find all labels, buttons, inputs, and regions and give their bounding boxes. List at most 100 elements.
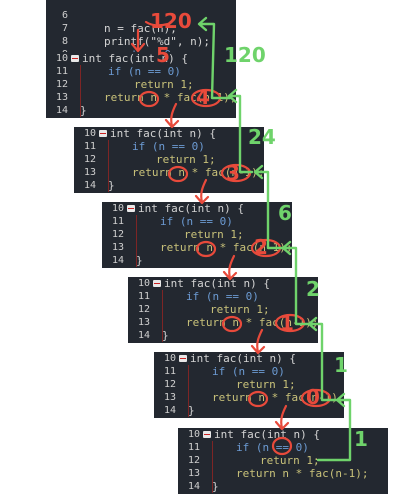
code-line: 7 printf("%d", n); [46,9,236,48]
code-line: 11 if (n == 0) [74,140,264,153]
code-text: } [80,104,87,117]
line-number: 14 [187,481,200,492]
code-line: 10 int fac(int n) { [74,127,264,140]
line-number: 14 [111,255,124,266]
fold-collapse-icon[interactable] [99,130,107,137]
code-line: 13 return n * fac(n-1); [74,166,265,179]
line-number: 12 [137,304,150,315]
fold-gutter-bar [136,215,137,267]
line-number: 10 [187,429,200,440]
line-number: 10 [83,128,96,139]
code-text: int fac(int n) { [214,428,320,441]
fold-collapse-icon[interactable] [153,280,161,287]
code-text: return 1; [134,78,194,91]
code-line: 13 return n * fac(n-1); [46,91,237,104]
line-number: 12 [83,154,96,165]
code-line: 13 return n * fac(n-1); [178,467,388,480]
line-number: 13 [55,92,68,103]
code-text: int fac(int n) { [138,202,244,215]
code-line: 13 return n * fac(n-1); [102,241,293,254]
line-number: 13 [111,242,124,253]
line-number: 12 [55,79,68,90]
code-line: 10 int fac(int n) { [154,352,344,365]
code-text: if (n == 0) [160,215,233,228]
code-text: return n * fac(n-1); [212,391,345,404]
line-number: 13 [187,468,200,479]
fold-gutter-bar [212,441,213,493]
code-text: return 1; [184,228,244,241]
code-text: } [136,254,143,267]
line-number: 11 [137,291,150,302]
line-number: 12 [187,455,200,466]
line-number: 10 [137,278,150,289]
code-line: 12 return 1; [74,153,264,166]
code-line: 11 if (n == 0) [154,365,344,378]
code-line: 11 if (n == 0) [178,441,388,454]
line-number: 11 [83,141,96,152]
code-text: return n * fac(n-1); [132,166,265,179]
code-line: 10 int fac(int n) { [128,277,318,290]
line-number: 10 [111,203,124,214]
code-line: 12 return 1; [102,228,292,241]
code-text: int fac(int n) { [190,352,296,365]
fold-collapse-icon[interactable] [71,55,79,62]
fac-frame-1: 10 int fac(int n) { 11 if (n == 0) 12 retur… [46,52,236,118]
code-text: if (n == 0) [132,140,205,153]
line-number: 7 [61,23,68,34]
code-line: 14} [74,179,264,192]
code-text: if (n == 0) [186,290,259,303]
fold-collapse-icon[interactable] [179,355,187,362]
fac-frame-5: 10 int fac(int n) { 11 if (n == 0) 12 retur… [154,352,344,418]
fac-frame-2: 10 int fac(int n) { 11 if (n == 0) 12 retur… [74,127,264,193]
line-number: 11 [187,442,200,453]
code-text: return 1; [260,454,320,467]
line-number: 10 [55,53,68,64]
code-text: if (n == 0) [108,65,181,78]
code-text: } [162,329,169,342]
code-line: 14} [46,104,236,117]
line-number: 14 [55,105,68,116]
fold-gutter-bar [162,290,163,342]
line-number: 6 [61,10,68,21]
code-text: } [212,480,219,493]
line-number: 13 [137,317,150,328]
code-line: 10 int fac(int n) { [102,202,292,215]
code-line: 11 if (n == 0) [128,290,318,303]
fold-collapse-icon[interactable] [127,205,135,212]
fac-frame-3: 10 int fac(int n) { 11 if (n == 0) 12 retur… [102,202,292,268]
code-text: if (n == 0) [212,365,285,378]
fold-gutter-bar [188,365,189,417]
code-line: 14} [154,404,344,417]
code-text: } [188,404,195,417]
code-line: 12 return 1; [128,303,318,316]
main-code-snippet: 6 n = fac(n); 7 printf("%d", n); 8 retur… [46,0,236,74]
code-text: int fac(int n) { [110,127,216,140]
code-text: if (n == 0) [236,441,309,454]
code-text: int fac(int n) { [82,52,188,65]
code-line: 10 int fac(int n) { [46,52,236,65]
code-line: 12 return 1; [154,378,344,391]
code-text: return 1; [156,153,216,166]
code-line: 9 } [46,35,236,74]
line-number: 11 [163,366,176,377]
line-number: 8 [61,36,68,47]
code-text: return n * fac(n-1); [186,316,319,329]
code-line: 14} [102,254,292,267]
code-line: 6 n = fac(n); [46,0,236,35]
code-line: 13 return n * fac(n-1); [154,391,345,404]
fac-frame-6: 10 int fac(int n) { 11 if (n == 0) 12 retur… [178,428,388,494]
code-text: return 1; [236,378,296,391]
code-text: return n * fac(n-1); [236,467,369,480]
fold-collapse-icon[interactable] [203,431,211,438]
code-line: 11 if (n == 0) [46,65,236,78]
code-text: return n * fac(n-1); [160,241,293,254]
code-line: 8 return 0; [46,22,236,61]
fac-frame-4: 10 int fac(int n) { 11 if (n == 0) 12 retur… [128,277,318,343]
code-line: 12 return 1; [178,454,388,467]
fold-gutter-bar [80,65,81,117]
line-number: 12 [111,229,124,240]
code-text: int fac(int n) { [164,277,270,290]
code-text: return 1; [210,303,270,316]
line-number: 14 [163,405,176,416]
